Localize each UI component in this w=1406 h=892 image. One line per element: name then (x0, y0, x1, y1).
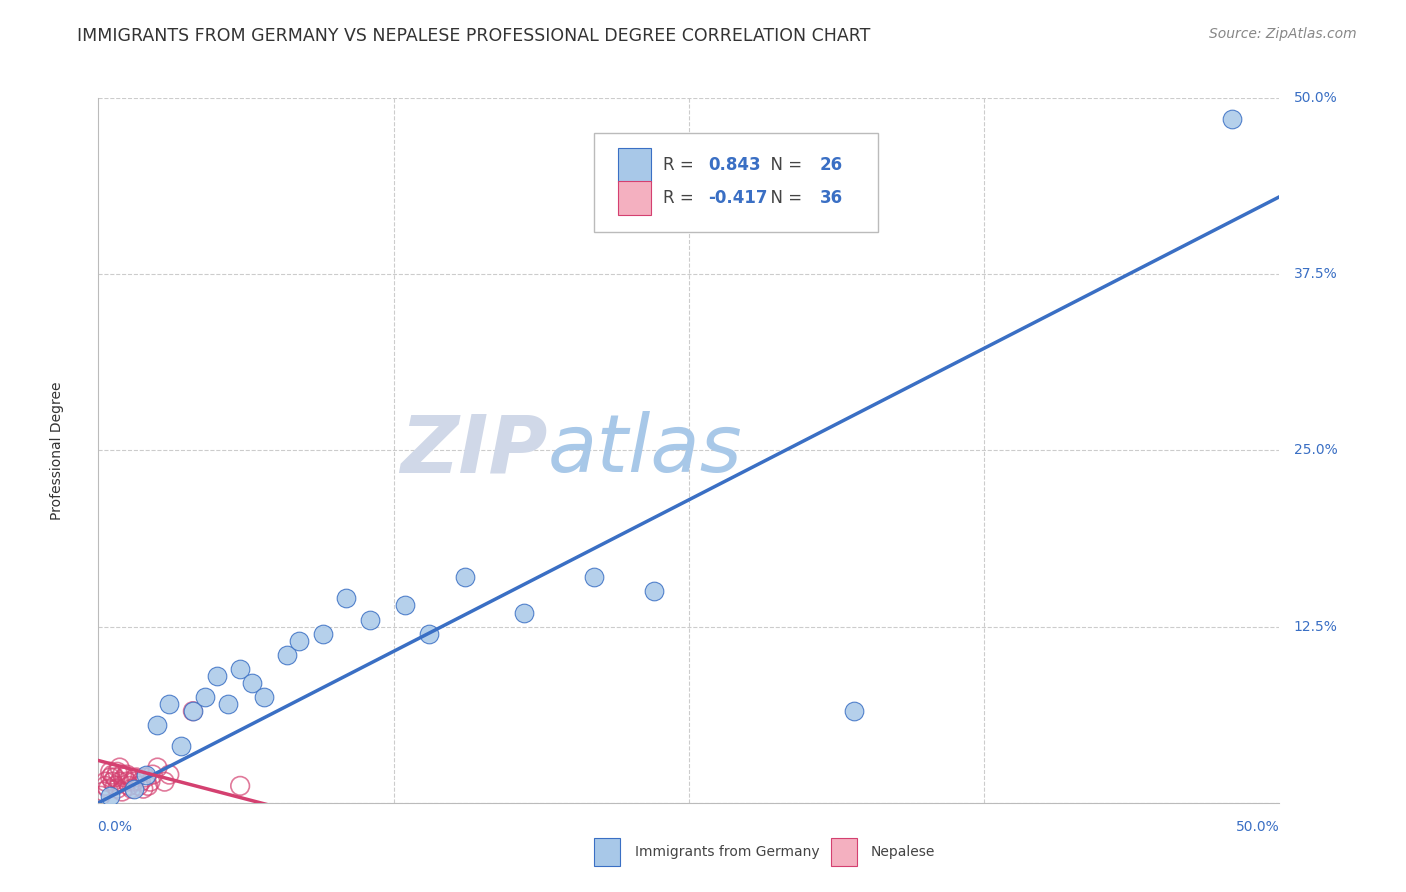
Text: 12.5%: 12.5% (1294, 620, 1337, 633)
Point (129, 774, 152, 789)
Point (643, 584, 665, 599)
Text: 36: 36 (820, 189, 844, 207)
Text: 25.0%: 25.0% (1294, 443, 1337, 458)
Point (98, 771, 121, 785)
Point (104, 779, 127, 793)
Text: atlas: atlas (547, 411, 742, 490)
Text: ZIP: ZIP (399, 411, 547, 490)
Point (394, 599, 416, 613)
Point (122, 774, 145, 789)
Point (512, 606, 534, 620)
Point (115, 767, 138, 781)
Point (240, 676, 263, 690)
Text: 0.843: 0.843 (707, 156, 761, 174)
FancyBboxPatch shape (595, 134, 877, 232)
Point (105, 764, 128, 779)
Point (335, 591, 357, 606)
FancyBboxPatch shape (619, 148, 651, 182)
Text: 0.0%: 0.0% (97, 821, 132, 834)
Text: -0.417: -0.417 (707, 189, 768, 207)
Text: IMMIGRANTS FROM GERMANY VS NEPALESE PROFESSIONAL DEGREE CORRELATION CHART: IMMIGRANTS FROM GERMANY VS NEPALESE PROF… (77, 27, 870, 45)
Point (229, 662, 252, 676)
Text: 50.0%: 50.0% (1236, 821, 1279, 834)
Point (153, 774, 176, 789)
Point (111, 767, 134, 781)
Point (132, 781, 155, 796)
Point (108, 774, 131, 789)
Point (453, 570, 475, 584)
Text: 37.5%: 37.5% (1294, 268, 1337, 281)
Point (583, 570, 606, 584)
Point (146, 718, 169, 732)
Point (97, 781, 120, 796)
Point (135, 767, 157, 781)
Point (217, 697, 239, 711)
Point (146, 760, 169, 774)
Point (135, 771, 157, 785)
Point (276, 648, 298, 662)
Text: Immigrants from Germany: Immigrants from Germany (634, 845, 820, 859)
Point (101, 767, 124, 781)
FancyBboxPatch shape (595, 838, 620, 866)
Point (312, 626, 335, 640)
Point (157, 697, 180, 711)
Point (94, 774, 117, 789)
FancyBboxPatch shape (619, 181, 651, 215)
Point (181, 704, 204, 718)
Text: R =: R = (664, 156, 699, 174)
Point (1220, 112, 1243, 127)
Point (91, 784, 114, 798)
Text: Nepalese: Nepalese (870, 845, 935, 859)
Point (108, 760, 131, 774)
Point (98, 789, 121, 803)
Text: 50.0%: 50.0% (1294, 91, 1337, 105)
Point (121, 781, 143, 796)
Point (157, 767, 180, 781)
Point (122, 781, 145, 796)
FancyBboxPatch shape (831, 838, 856, 866)
Text: N =: N = (759, 189, 807, 207)
Point (418, 626, 440, 640)
Point (94, 779, 117, 793)
Text: Source: ZipAtlas.com: Source: ZipAtlas.com (1209, 27, 1357, 41)
Point (181, 704, 204, 718)
Point (170, 739, 193, 754)
Text: 26: 26 (820, 156, 844, 174)
Point (104, 771, 127, 785)
Point (128, 779, 150, 793)
Point (229, 779, 252, 793)
Point (288, 633, 311, 648)
Point (112, 771, 135, 785)
Point (139, 774, 162, 789)
Point (253, 690, 276, 705)
Point (101, 774, 124, 789)
Point (194, 690, 217, 705)
Text: R =: R = (664, 189, 699, 207)
Point (359, 613, 381, 627)
Point (136, 779, 159, 793)
Point (98, 764, 121, 779)
Point (142, 767, 165, 781)
Text: Professional Degree: Professional Degree (51, 381, 65, 520)
Point (844, 704, 866, 718)
Text: N =: N = (759, 156, 807, 174)
Point (118, 779, 141, 793)
Point (125, 771, 148, 785)
Point (90, 789, 112, 803)
Point (105, 781, 128, 796)
Point (205, 669, 228, 683)
Point (115, 774, 138, 789)
Point (111, 784, 134, 798)
